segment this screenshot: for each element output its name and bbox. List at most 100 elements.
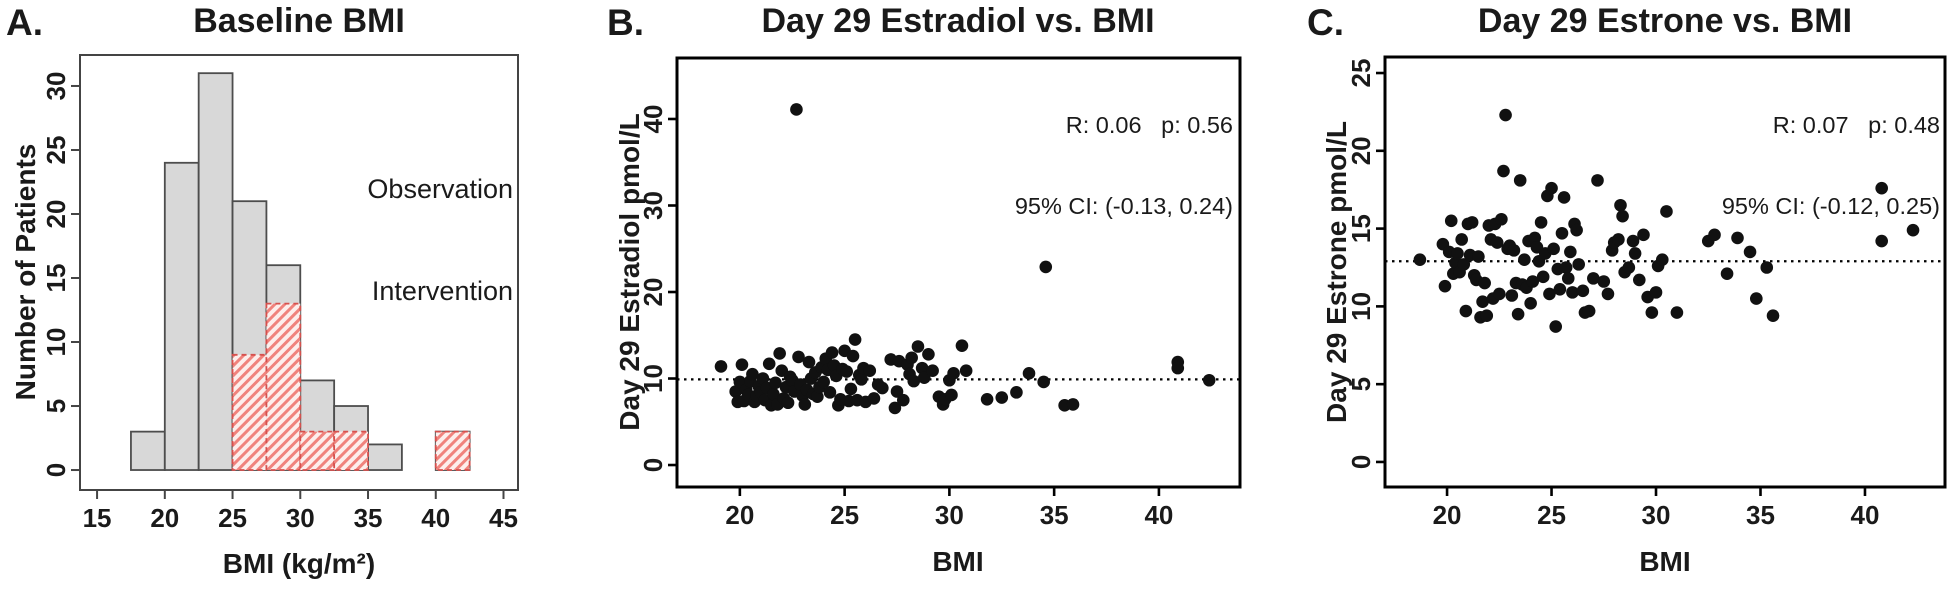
panel-c-scatter: 20 25 30 35 40 0 5 10 15 20 25 (1346, 55, 1947, 530)
panel-a-title: Baseline BMI (193, 2, 405, 40)
x-tick-label: 25 (830, 500, 859, 530)
scatter-point (773, 347, 786, 360)
scatter-point (1472, 250, 1485, 263)
panel-b-y-axis-label: Day 29 Estradiol pmol/L (614, 113, 645, 431)
scatter-point (1766, 309, 1780, 323)
scatter-point (1497, 164, 1510, 178)
scatter-point (1626, 234, 1640, 248)
scatter-point (1555, 226, 1569, 240)
panel-b-x-axis-label: BMI (932, 546, 984, 577)
legend-item-intervention: Intervention (371, 276, 513, 306)
panel-b-stats-line2: 95% CI: (-0.13, 0.24) (1014, 193, 1233, 219)
x-tick-label: 40 (421, 503, 450, 533)
scatter-point (888, 401, 902, 415)
scatter-point (1614, 198, 1627, 212)
scatter-point (1622, 261, 1636, 274)
scatter-point (790, 103, 803, 116)
x-tick-label: 30 (286, 503, 315, 533)
histogram-bar-observation (163, 161, 200, 471)
scatter-point (1591, 174, 1604, 187)
x-tick-label: 25 (1537, 500, 1566, 530)
scatter-point (1202, 373, 1216, 387)
scatter-point (1505, 289, 1519, 302)
scatter-point (1465, 216, 1479, 229)
scatter-point (1720, 267, 1734, 281)
scatter-point (1649, 286, 1663, 299)
x-tick-label: 40 (1144, 500, 1173, 530)
scatter-point (1507, 244, 1521, 257)
scatter-point (1564, 245, 1577, 259)
scatter-point (905, 351, 918, 365)
scatter-point (1545, 181, 1558, 195)
panel-a-x-axis-label: BMI (kg/m²) (222, 548, 376, 579)
histogram-bar-observation (130, 430, 166, 471)
y-tick-label: 10 (1346, 292, 1376, 321)
scatter-point (876, 381, 889, 395)
scatter-point (1557, 191, 1571, 204)
scatter-point (896, 393, 910, 407)
x-tick-label: 30 (935, 500, 964, 530)
panel-c-stats-line2: 95% CI: (-0.12, 0.25) (1721, 193, 1940, 219)
scatter-point (911, 340, 925, 353)
scatter-point (955, 339, 969, 352)
scatter-point (781, 396, 795, 410)
scatter-point (1906, 223, 1920, 237)
panel-c-x-axis-label: BMI (1639, 546, 1691, 577)
scatter-point (817, 375, 830, 389)
plot-box (1383, 55, 1947, 489)
scatter-point (1444, 214, 1458, 228)
scatter-point (1731, 231, 1744, 245)
panel-b-stats: R: 0.06 p: 0.56 95% CI: (-0.13, 0.24) (1015, 58, 1233, 274)
scatter-point (1499, 108, 1512, 122)
histogram-bar-intervention (434, 430, 471, 471)
scatter-point (867, 392, 881, 405)
histogram-bar-observation (367, 443, 403, 471)
plot-box (79, 54, 519, 491)
scatter-point (1438, 279, 1452, 293)
y-tick-label: 40 (638, 105, 668, 134)
x-tick-label: 45 (489, 503, 518, 533)
scatter-point (729, 385, 742, 398)
scatter-point (995, 391, 1009, 404)
scatter-point (1495, 212, 1508, 226)
x-tick-label: 20 (150, 503, 179, 533)
scatter-point (1549, 320, 1563, 333)
y-tick-label: 10 (638, 364, 668, 393)
scatter-point (1616, 209, 1629, 223)
scatter-point (1039, 260, 1053, 274)
y-tick-label: 25 (41, 136, 71, 165)
panel-b-scatter: 20 25 30 35 40 0 10 20 30 40 (638, 56, 1242, 530)
x-tick-label: 40 (1851, 500, 1880, 530)
scatter-point (823, 386, 837, 399)
scatter-point (735, 358, 749, 371)
x-tick-label: 35 (354, 503, 383, 533)
y-tick-label: 25 (1346, 59, 1376, 88)
x-tick-label: 35 (1746, 500, 1775, 530)
scatter-point (1561, 272, 1575, 285)
y-tick-label: 20 (41, 200, 71, 229)
histogram-bar-intervention (299, 430, 336, 471)
scatter-point (1750, 292, 1763, 305)
x-tick-label: 15 (83, 503, 112, 533)
y-tick-label: 30 (41, 72, 71, 101)
scatter-point (980, 392, 994, 406)
scatter-point (1760, 261, 1774, 274)
scatter-point (1455, 233, 1468, 246)
scatter-point (767, 387, 780, 401)
scatter-point (840, 365, 854, 378)
x-tick-label: 20 (725, 500, 754, 530)
scatter-point (798, 398, 812, 411)
x-tick-label: 35 (1040, 500, 1069, 530)
scatter-point (1559, 261, 1573, 274)
scatter-point (1660, 205, 1673, 218)
y-tick-label: 20 (1346, 136, 1376, 165)
scatter-point (1476, 295, 1489, 309)
scatter-point (1492, 287, 1506, 301)
scatter-point (1526, 275, 1540, 288)
scatter-point (959, 364, 973, 378)
scatter-point (746, 367, 759, 381)
panel-b-stats-line1: R: 0.06 p: 0.56 (1065, 112, 1233, 138)
scatter-point (762, 357, 776, 371)
scatter-point (1490, 236, 1504, 249)
